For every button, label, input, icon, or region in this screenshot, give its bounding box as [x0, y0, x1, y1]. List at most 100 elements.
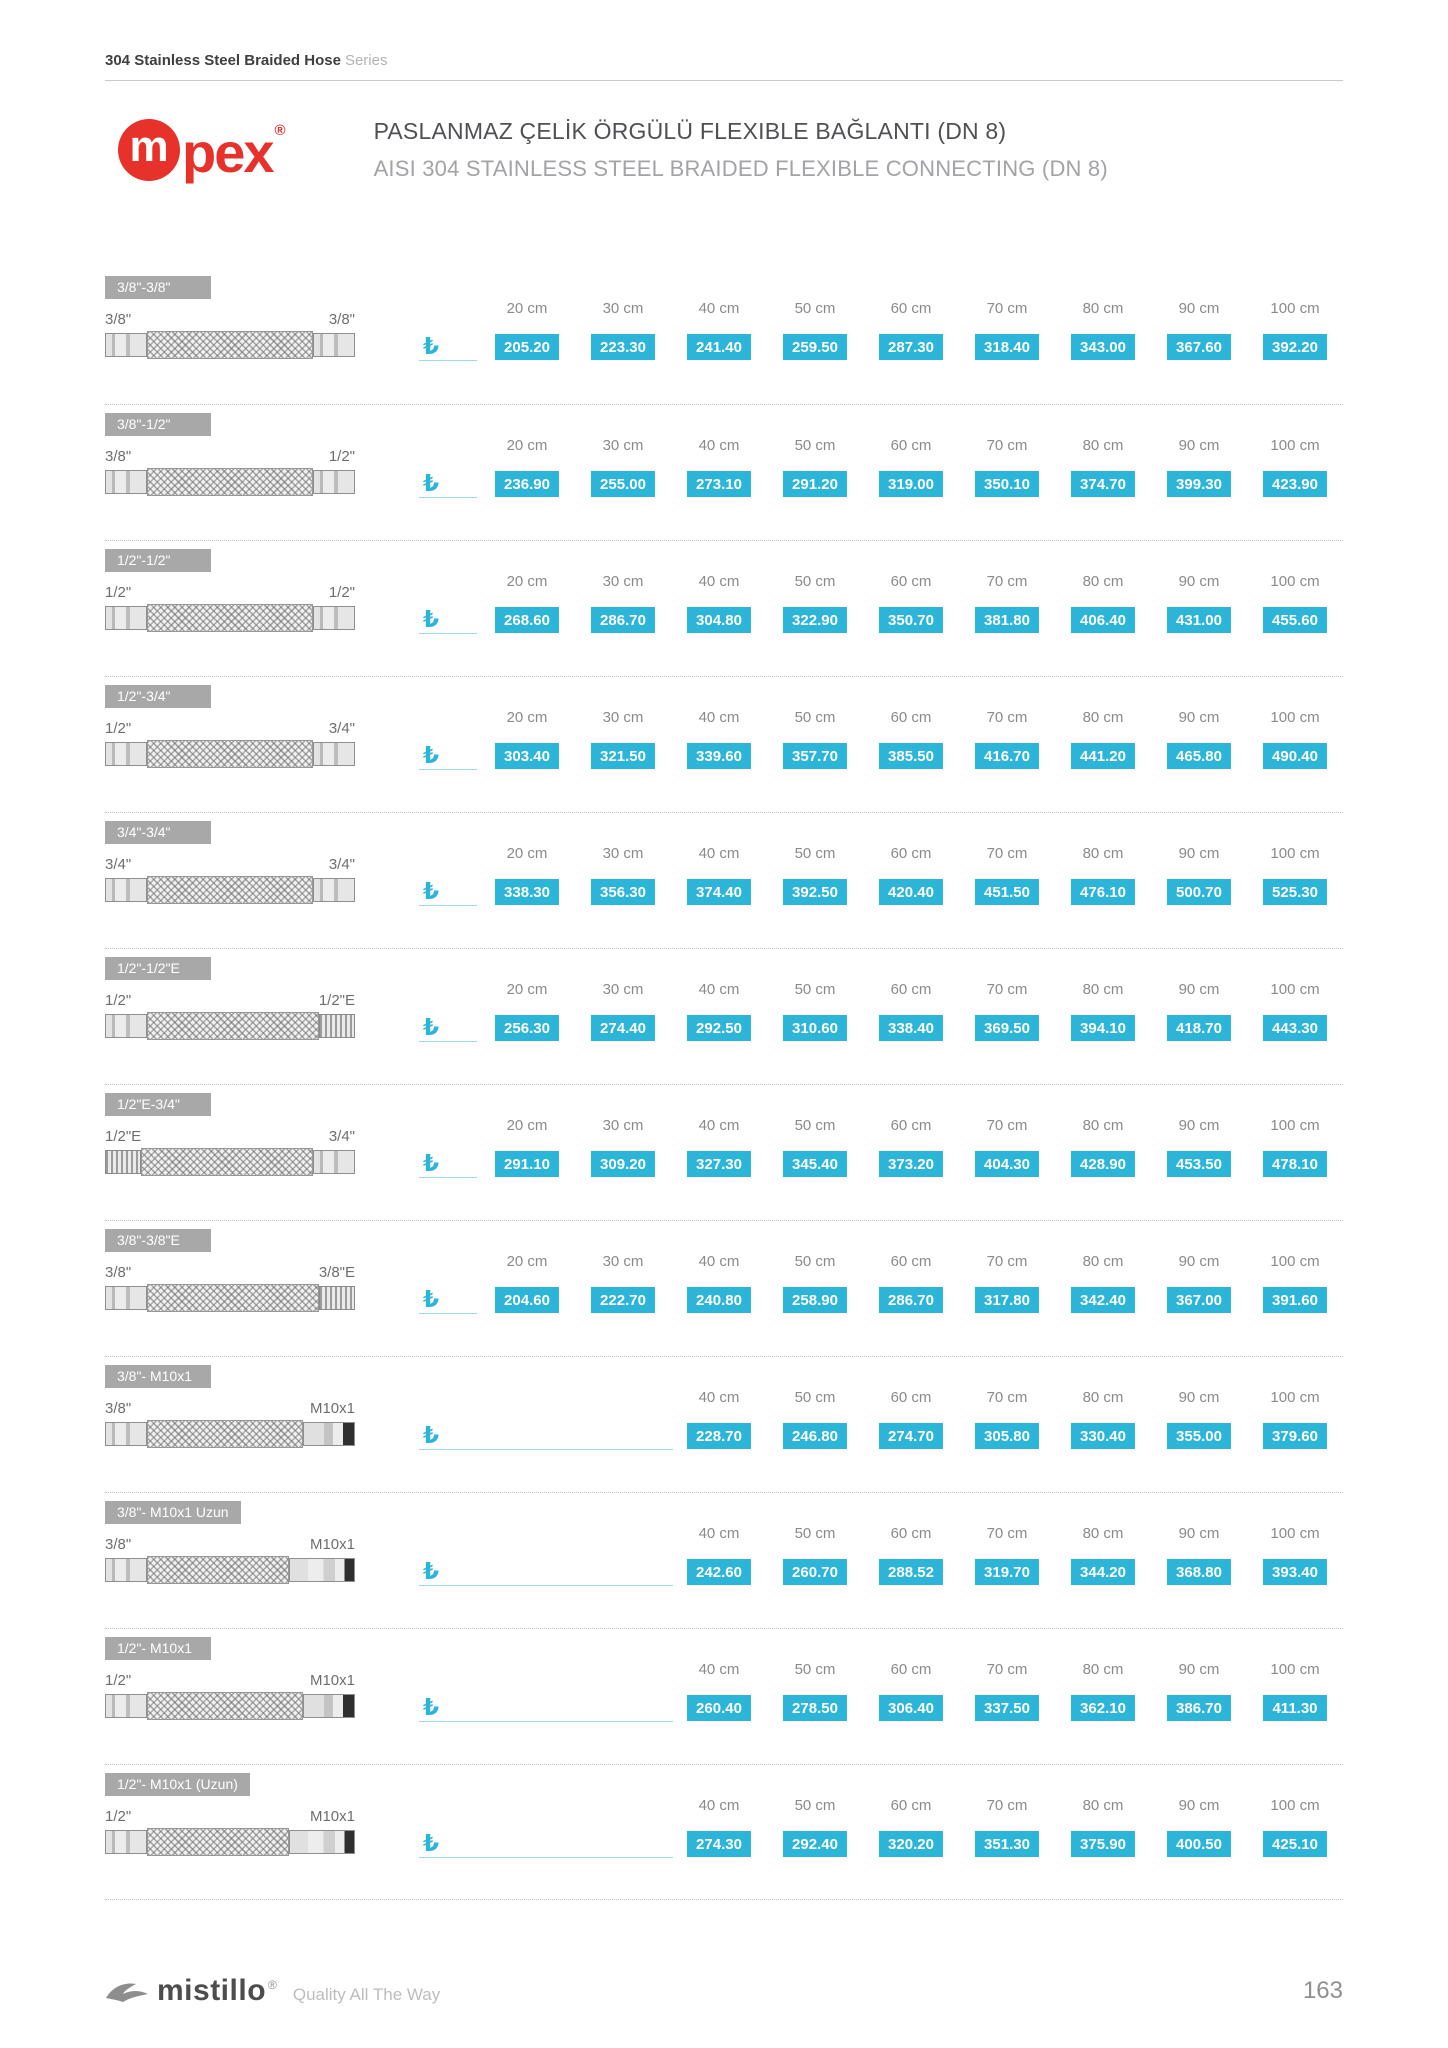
right-fitting-icon [313, 742, 355, 766]
price-value: 338.30 [495, 878, 559, 905]
price-value: 327.30 [687, 1150, 751, 1177]
price-value: 305.80 [975, 1422, 1039, 1449]
length-header: 80 cm [1082, 1117, 1124, 1134]
price-cell: 338.30 [479, 878, 575, 905]
price-value: 204.60 [495, 1286, 559, 1313]
length-header: 100 cm [1270, 1797, 1320, 1814]
price-cell: 274.30 [671, 1830, 767, 1857]
end-size-labels: 3/8" 1/2" [105, 448, 355, 465]
price-cell: 241.40 [671, 333, 767, 360]
length-header: 80 cm [1082, 437, 1124, 454]
length-header-row: 20 cm 30 cm 40 cm 50 cm 60 cm 70 cm 80 cm 90 cm… [415, 1117, 1343, 1134]
length-header: 40 cm [698, 845, 740, 862]
header-spacer [415, 1525, 479, 1542]
price-value: 351.30 [975, 1830, 1039, 1857]
price-value: 274.40 [591, 1014, 655, 1041]
right-end-size-label: M10x1 [309, 1400, 355, 1417]
price-value: 286.70 [591, 606, 655, 633]
price-value: 319.00 [879, 470, 943, 497]
price-cell: 274.70 [863, 1422, 959, 1449]
price-value: 381.80 [975, 606, 1039, 633]
length-header: 100 cm [1270, 1661, 1320, 1678]
length-header: 30 cm [602, 1117, 644, 1134]
length-header: 100 cm [1270, 709, 1320, 726]
size-label-badge: 1/2"-1/2" [105, 549, 211, 572]
price-value: 367.00 [1167, 1286, 1231, 1313]
price-value: 259.50 [783, 333, 847, 360]
product-sections: 3/8"-3/8" 3/8" 3/8" 20 cm 30 cm 40 cm 50 cm 60 … [105, 268, 1343, 1900]
price-cell: 490.40 [1247, 742, 1343, 769]
left-fitting-icon [105, 742, 147, 766]
price-value: 241.40 [687, 333, 751, 360]
length-header: 40 cm [698, 573, 740, 590]
product-section: 3/8"- M10x1 Uzun 3/8" M10x1 40 cm 50 cm 60 cm… [105, 1492, 1343, 1628]
left-fitting-icon [105, 470, 147, 494]
price-value: 228.70 [687, 1422, 751, 1449]
price-value: 303.40 [495, 742, 559, 769]
product-section: 1/2"-3/4" 1/2" 3/4" 20 cm 30 cm 40 cm 50 cm 60 … [105, 676, 1343, 812]
currency-cell: ₺ [415, 606, 479, 634]
price-table: 40 cm 50 cm 60 cm 70 cm 80 cm 90 cm 100 cm ₺ 242… [415, 1499, 1343, 1586]
right-end-size-label: 3/4" [328, 1128, 355, 1145]
price-cell: 406.40 [1055, 606, 1151, 633]
price-value: 260.40 [687, 1694, 751, 1721]
length-header: 80 cm [1082, 1797, 1124, 1814]
length-header: 90 cm [1178, 1117, 1220, 1134]
price-value: 369.50 [975, 1014, 1039, 1041]
header-spacer [415, 1389, 479, 1406]
left-end-size-label: 1/2" [105, 584, 132, 601]
header-spacer [415, 573, 479, 590]
price-cell: 309.20 [575, 1150, 671, 1177]
price-cell: 330.40 [1055, 1422, 1151, 1449]
series-title: 304 Stainless Steel Braided Hose [105, 52, 341, 69]
product-titles: PASLANMAZ ÇELİK ÖRGÜLÜ FLEXIBLE BAĞLANTI… [374, 118, 1108, 182]
price-value: 428.90 [1071, 1150, 1135, 1177]
price-cell: 318.40 [959, 333, 1055, 360]
hose-icon [105, 1284, 355, 1312]
right-fitting-icon [303, 1422, 355, 1446]
size-label-badge: 3/8"-3/8"E [105, 1229, 211, 1252]
length-header: 60 cm [890, 1117, 932, 1134]
length-header: 100 cm [1270, 1525, 1320, 1542]
price-value: 443.30 [1263, 1014, 1327, 1041]
price-value: 478.10 [1263, 1150, 1327, 1177]
turkish-lira-icon: ₺ [423, 1014, 440, 1041]
currency-cell: ₺ [415, 742, 479, 770]
length-header: 40 cm [698, 1797, 740, 1814]
price-value: 322.90 [783, 606, 847, 633]
price-cell: 374.70 [1055, 470, 1151, 497]
price-cell: 255.00 [575, 470, 671, 497]
header-spacer [415, 845, 479, 862]
mistillo-registered-icon: ® [268, 1978, 277, 1992]
right-end-size-label: 3/8" [328, 311, 355, 328]
registered-mark-icon: ® [274, 122, 286, 139]
price-cell: 392.20 [1247, 333, 1343, 360]
price-row: ₺ 260.40 278.50 306.40 337.50 362.10 386.70 411… [415, 1694, 1343, 1722]
product-section: 1/2"-1/2"E 1/2" 1/2"E 20 cm 30 cm 40 cm 50 cm 6… [105, 948, 1343, 1084]
price-cell: 500.70 [1151, 878, 1247, 905]
currency-cell: ₺ [415, 470, 479, 498]
price-value: 399.30 [1167, 470, 1231, 497]
price-value: 441.20 [1071, 742, 1135, 769]
hose-illustration-block: 1/2"-1/2" 1/2" 1/2" [105, 549, 405, 632]
price-cell: 476.10 [1055, 878, 1151, 905]
price-cell: 411.30 [1247, 1694, 1343, 1721]
length-header: 40 cm [698, 437, 740, 454]
price-cell: 268.60 [479, 606, 575, 633]
hose-icon [105, 468, 355, 496]
price-value: 339.60 [687, 742, 751, 769]
hose-illustration-block: 3/8"- M10x1 Uzun 3/8" M10x1 [105, 1501, 405, 1584]
currency-cell: ₺ [415, 333, 479, 361]
turkish-lira-icon: ₺ [423, 742, 440, 769]
length-header: 40 cm [698, 1525, 740, 1542]
right-end-size-label: M10x1 [309, 1672, 355, 1689]
price-cell: 400.50 [1151, 1830, 1247, 1857]
price-cell: 418.70 [1151, 1014, 1247, 1041]
price-cell: 273.10 [671, 470, 767, 497]
price-value: 453.50 [1167, 1150, 1231, 1177]
length-header: 20 cm [506, 1253, 548, 1270]
length-header: 30 cm [602, 981, 644, 998]
price-value: 385.50 [879, 742, 943, 769]
hose-icon [105, 1420, 355, 1448]
